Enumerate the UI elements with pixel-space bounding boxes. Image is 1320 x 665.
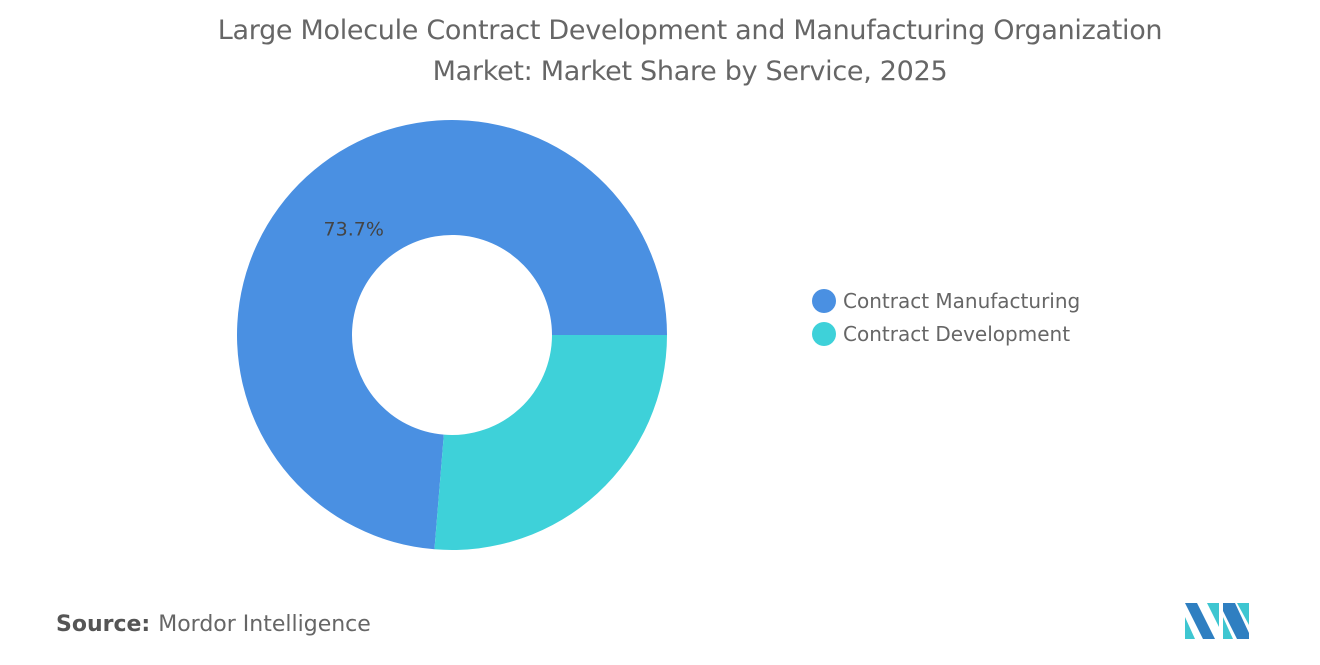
donut-slice-contract-development[interactable] (434, 335, 667, 550)
legend-item-contract-manufacturing[interactable]: Contract Manufacturing (812, 284, 1080, 317)
chart-title: Large Molecule Contract Development and … (0, 10, 1320, 92)
chart-title-line-2: Market: Market Share by Service, 2025 (432, 56, 948, 87)
data-label: 73.7% (324, 218, 384, 240)
mordor-intelligence-logo (1185, 603, 1249, 639)
source-label: Source: (56, 612, 151, 637)
legend: Contract Manufacturing Contract Developm… (812, 284, 1080, 350)
legend-label: Contract Development (843, 321, 1071, 346)
legend-label: Contract Manufacturing (843, 288, 1081, 313)
legend-marker (812, 288, 836, 313)
legend-item-contract-development[interactable]: Contract Development (812, 317, 1080, 350)
chart-title-line-1: Large Molecule Contract Development and … (217, 15, 1163, 46)
donut-slice-contract-manufacturing[interactable] (237, 120, 667, 550)
legend-marker (812, 321, 836, 346)
source-note: Source: Mordor Intelligence (56, 612, 371, 637)
source-text: Mordor Intelligence (158, 612, 371, 637)
